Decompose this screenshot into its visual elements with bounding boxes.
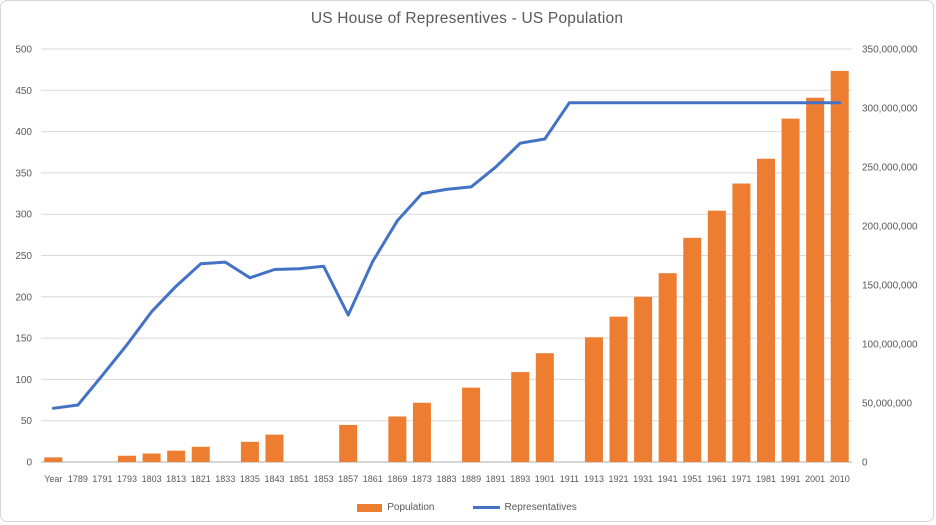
population-bar-2010 bbox=[830, 70, 849, 462]
population-bar-1921 bbox=[609, 316, 628, 462]
x-axis-label-1991: 1991 bbox=[781, 474, 801, 484]
population-bar-1803 bbox=[142, 453, 161, 462]
x-axis-label-2001: 2001 bbox=[805, 474, 825, 484]
x-axis-label-1869: 1869 bbox=[387, 474, 407, 484]
x-axis-label-Year: Year bbox=[44, 474, 62, 484]
left-axis-tick-500: 500 bbox=[15, 45, 32, 56]
right-axis-tick-350000000: 350,000,000 bbox=[862, 45, 918, 56]
population-bar-1793 bbox=[118, 455, 137, 462]
x-axis-label-1891: 1891 bbox=[486, 474, 506, 484]
legend-item-representatives: Representatives bbox=[472, 502, 577, 513]
left-axis-tick-350: 350 bbox=[15, 168, 32, 179]
representatives-line bbox=[51, 101, 842, 410]
x-axis-label-1873: 1873 bbox=[412, 474, 432, 484]
population-bar-1835 bbox=[240, 441, 259, 462]
right-axis-tick-200000000: 200,000,000 bbox=[862, 222, 918, 233]
right-axis-tick-0: 0 bbox=[862, 458, 868, 469]
right-axis-tick-50000000: 50,000,000 bbox=[862, 399, 912, 410]
x-axis-label-1861: 1861 bbox=[363, 474, 383, 484]
population-bar-1893 bbox=[511, 372, 530, 462]
x-axis-label-1813: 1813 bbox=[166, 474, 186, 484]
population-bar-1991 bbox=[781, 118, 800, 463]
right-axis-tick-250000000: 250,000,000 bbox=[862, 163, 918, 174]
representatives-line-swatch-icon bbox=[472, 506, 500, 509]
legend-item-population: Population bbox=[357, 502, 435, 513]
x-axis-label-1951: 1951 bbox=[682, 474, 702, 484]
x-axis-label-1931: 1931 bbox=[633, 474, 653, 484]
population-bar-1971 bbox=[732, 183, 751, 462]
left-axis-tick-250: 250 bbox=[15, 251, 32, 262]
x-axis-label-1901: 1901 bbox=[535, 474, 555, 484]
population-bar-1941 bbox=[658, 273, 677, 462]
x-axis-label-1853: 1853 bbox=[314, 474, 334, 484]
x-axis-label-1961: 1961 bbox=[707, 474, 727, 484]
right-axis-tick-100000000: 100,000,000 bbox=[862, 340, 918, 351]
x-axis-label-1789: 1789 bbox=[68, 474, 88, 484]
population-bar-1857 bbox=[339, 424, 358, 462]
population-bar-1889 bbox=[462, 387, 481, 462]
population-bar-1981 bbox=[756, 158, 775, 463]
left-axis-tick-450: 450 bbox=[15, 86, 32, 97]
legend-label-representatives: Representatives bbox=[504, 502, 577, 513]
left-axis-tick-400: 400 bbox=[15, 127, 32, 138]
x-axis-label-1981: 1981 bbox=[756, 474, 776, 484]
population-bar-1901 bbox=[535, 353, 554, 462]
population-bar-swatch-icon bbox=[357, 503, 383, 512]
x-axis-label-1851: 1851 bbox=[289, 474, 309, 484]
population-bar-1873 bbox=[412, 402, 431, 462]
left-axis-tick-100: 100 bbox=[15, 375, 32, 386]
x-axis-label-1941: 1941 bbox=[658, 474, 678, 484]
left-axis-tick-200: 200 bbox=[15, 292, 32, 303]
left-axis-tick-300: 300 bbox=[15, 210, 32, 221]
population-bar-1843 bbox=[265, 434, 284, 462]
x-axis-label-1803: 1803 bbox=[142, 474, 162, 484]
x-axis-label-2010: 2010 bbox=[830, 474, 850, 484]
x-axis-label-1833: 1833 bbox=[215, 474, 235, 484]
population-bar-1931 bbox=[634, 296, 653, 462]
legend-label-population: Population bbox=[387, 502, 435, 513]
x-axis-label-1971: 1971 bbox=[731, 474, 751, 484]
right-axis-tick-150000000: 150,000,000 bbox=[862, 281, 918, 292]
x-axis-label-1835: 1835 bbox=[240, 474, 260, 484]
x-axis-label-1913: 1913 bbox=[584, 474, 604, 484]
left-axis-tick-150: 150 bbox=[15, 334, 32, 345]
population-bar-1869 bbox=[388, 416, 407, 462]
population-bar-1951 bbox=[683, 237, 702, 462]
left-axis-tick-0: 0 bbox=[26, 458, 32, 469]
x-axis-label-1843: 1843 bbox=[264, 474, 284, 484]
population-bar-2001 bbox=[806, 97, 825, 462]
x-axis-label-1921: 1921 bbox=[609, 474, 629, 484]
x-axis-label-1791: 1791 bbox=[92, 474, 112, 484]
x-axis-label-1893: 1893 bbox=[510, 474, 530, 484]
x-axis-label-1821: 1821 bbox=[191, 474, 211, 484]
chart-legend: Population Representatives bbox=[1, 502, 933, 513]
x-axis-label-1883: 1883 bbox=[436, 474, 456, 484]
population-bar-1961 bbox=[707, 210, 726, 462]
right-axis-tick-300000000: 300,000,000 bbox=[862, 104, 918, 115]
left-axis-tick-50: 50 bbox=[21, 416, 33, 427]
population-bar-Year bbox=[44, 457, 63, 462]
x-axis-label-1911: 1911 bbox=[560, 474, 579, 484]
population-bar-1821 bbox=[191, 446, 210, 462]
population-bar-1813 bbox=[167, 450, 186, 462]
chart-title: US House of Representives - US Populatio… bbox=[310, 10, 624, 27]
x-axis-label-1857: 1857 bbox=[338, 474, 358, 484]
population-bar-1913 bbox=[584, 337, 603, 462]
x-axis-label-1889: 1889 bbox=[461, 474, 481, 484]
x-axis-label-1793: 1793 bbox=[117, 474, 137, 484]
